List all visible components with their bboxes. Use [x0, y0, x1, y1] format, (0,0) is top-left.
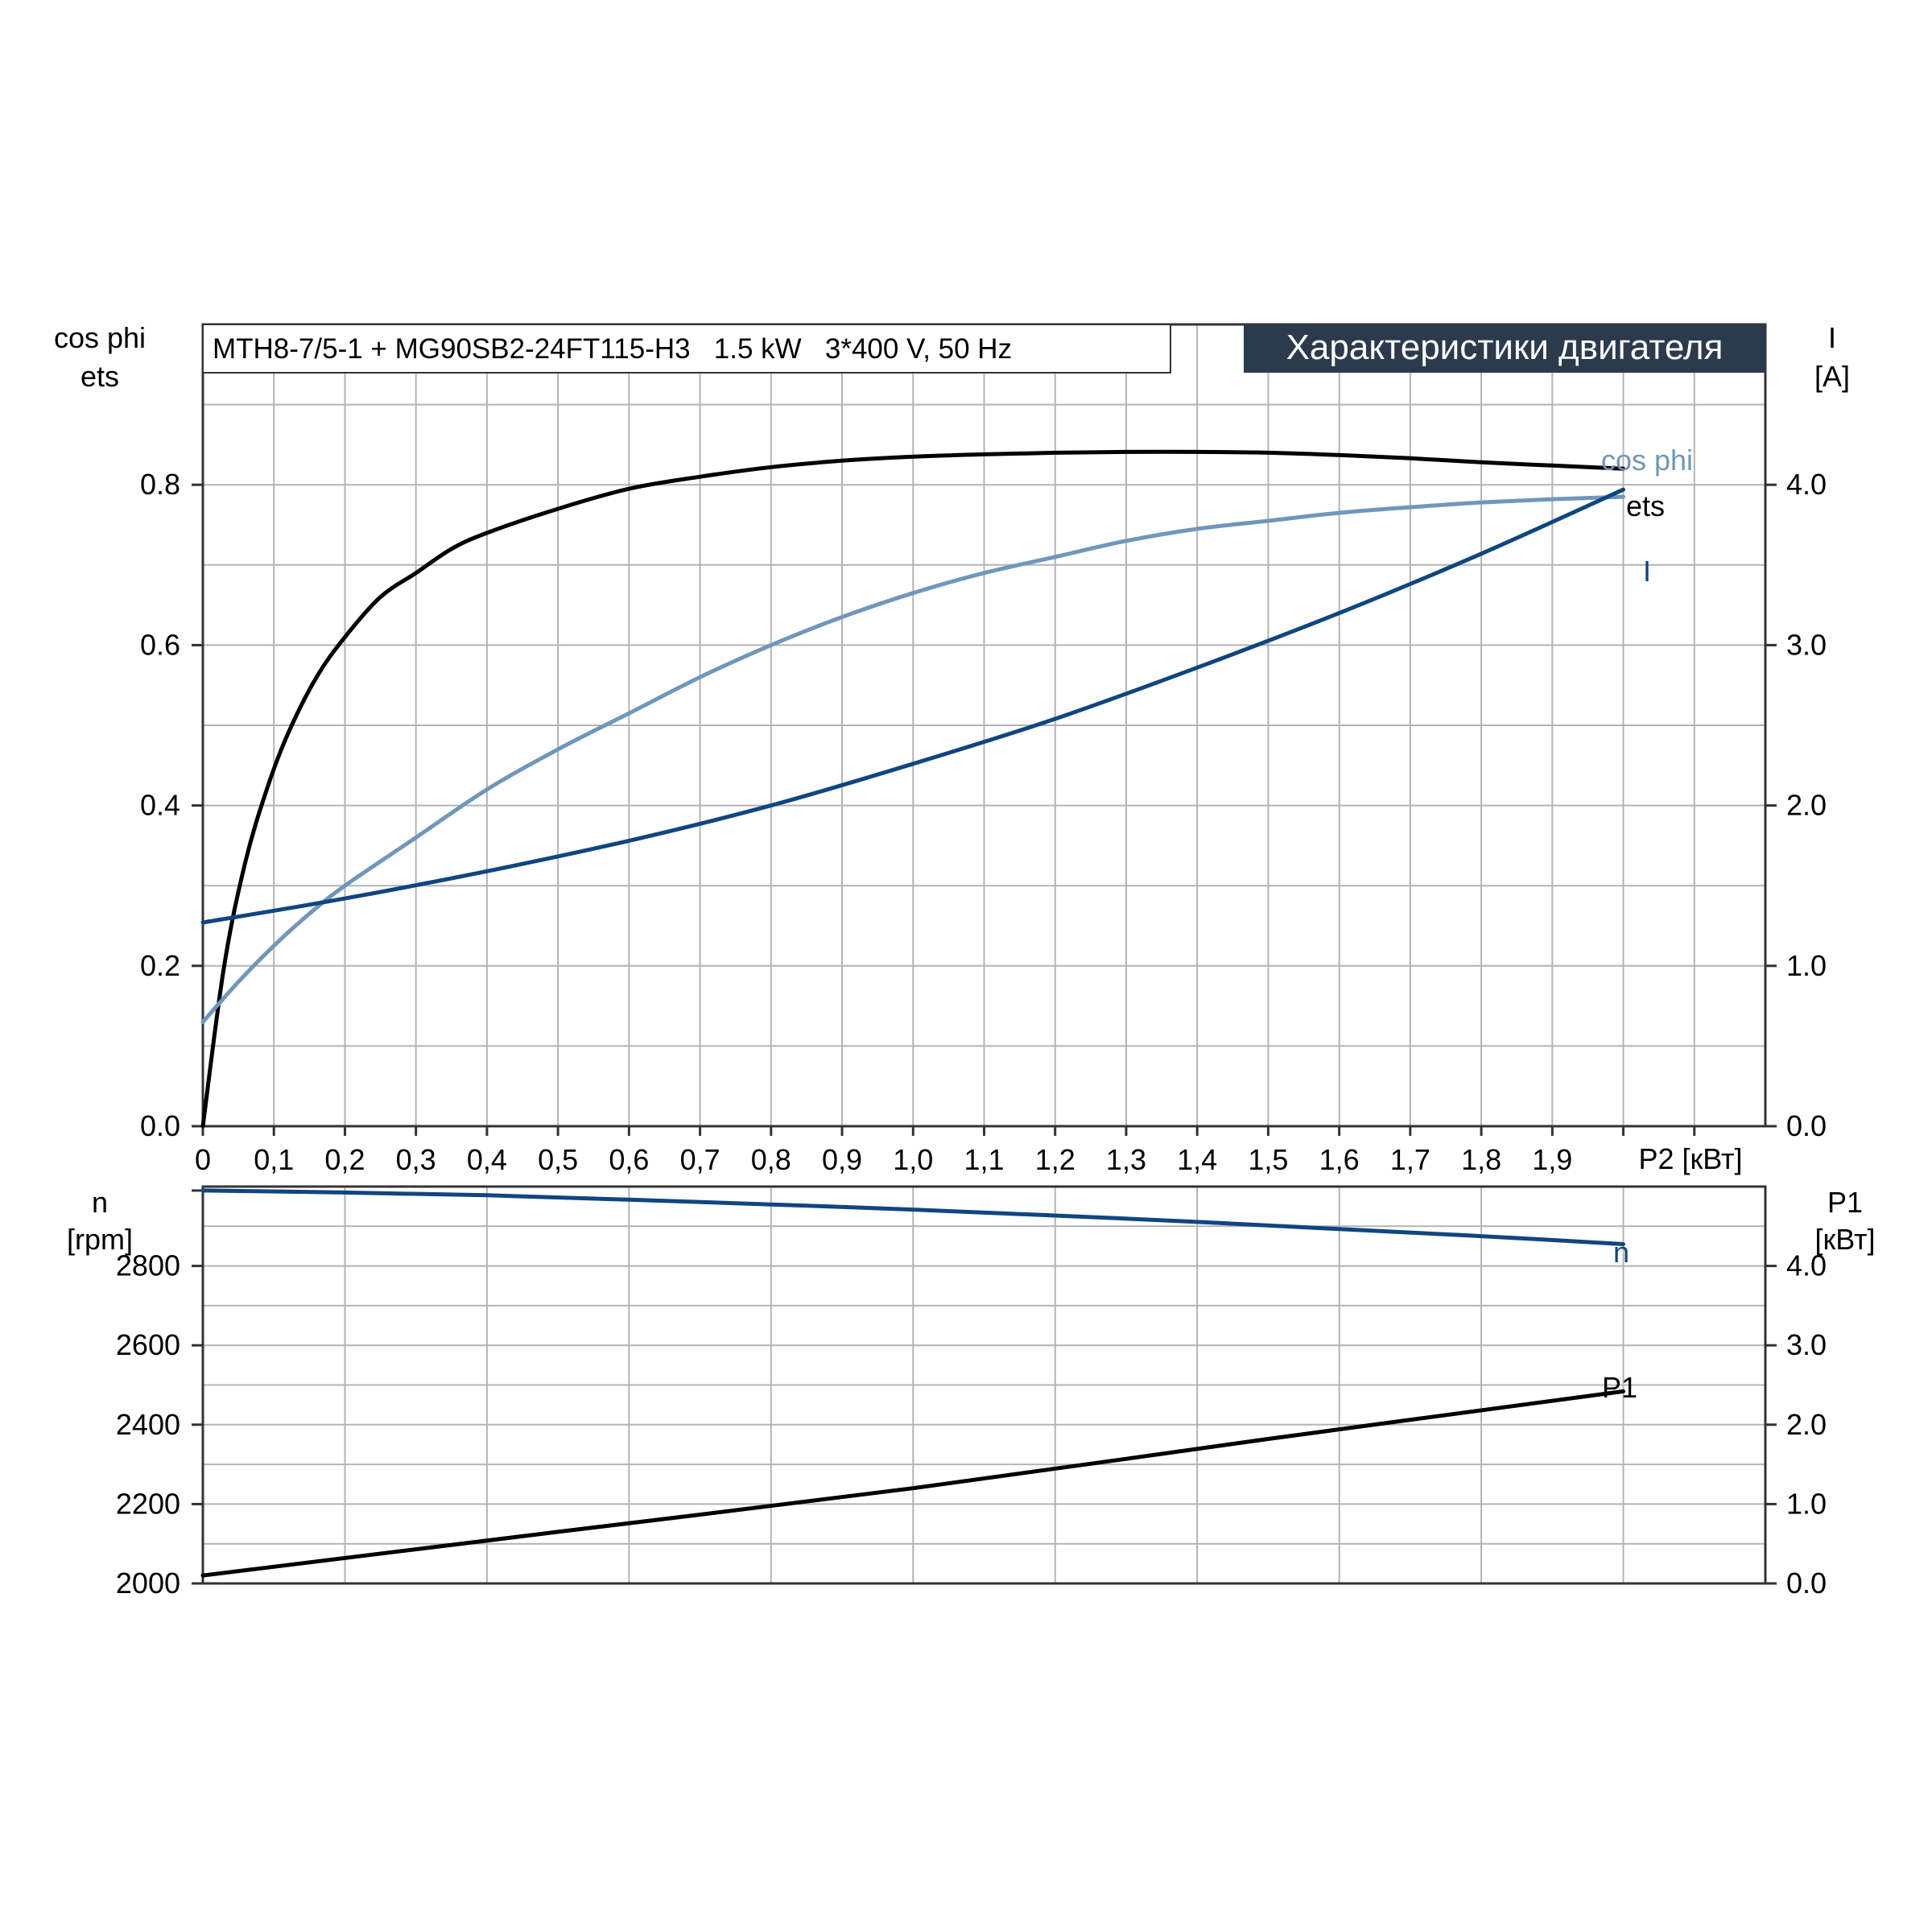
- x-tick-label: 0,9: [822, 1143, 862, 1176]
- series-label-cos-phi: cos phi: [1601, 444, 1693, 477]
- series-line-ets: [200, 449, 1625, 1129]
- bottom-left-axis-label-line1: n: [92, 1186, 108, 1219]
- bottom-plot-frame: [201, 1185, 1767, 1585]
- top-right-tick-label: 2.0: [1786, 789, 1827, 822]
- x-tick-label: 1,6: [1319, 1143, 1360, 1176]
- x-tick-label: 1,2: [1035, 1143, 1075, 1176]
- bottom-left-axis-label-line2: [rpm]: [67, 1223, 133, 1256]
- top-left-axis-label-line1: cos phi: [54, 321, 146, 354]
- x-tick-label: 1,4: [1177, 1143, 1217, 1176]
- x-tick-label: 1,9: [1532, 1143, 1572, 1176]
- bottom-left-tick-label: 2400: [116, 1408, 180, 1441]
- bottom-right-tick-label: 1.0: [1786, 1487, 1827, 1520]
- x-tick-label: 0,2: [324, 1143, 365, 1176]
- top-plot-grid: [203, 324, 1765, 1126]
- bottom-plot-grid: [203, 1187, 1765, 1583]
- series-label-n: n: [1613, 1236, 1629, 1269]
- x-tick-label: 0,6: [609, 1143, 649, 1176]
- top-left-axis-label-line2: ets: [80, 360, 119, 393]
- x-tick-label: 0,3: [396, 1143, 436, 1176]
- bottom-right-tick-label: 3.0: [1786, 1328, 1827, 1361]
- top-right-axis-label-line1: I: [1828, 321, 1836, 354]
- top-right-tick-label: 3.0: [1786, 628, 1827, 661]
- x-tick-label: 0,5: [538, 1143, 578, 1176]
- top-left-tick-label: 0.2: [140, 949, 180, 982]
- x-tick-label: 1,0: [893, 1143, 933, 1176]
- bottom-right-tick-label: 0.0: [1786, 1567, 1827, 1600]
- top-right-tick-label: 0.0: [1786, 1109, 1827, 1142]
- bottom-left-tick-label: 2200: [116, 1487, 180, 1520]
- x-tick-label: 0,4: [467, 1143, 507, 1176]
- model-info-box: [202, 324, 1171, 374]
- top-right-axis-label-line2: [A]: [1814, 360, 1850, 393]
- series-label-p1: P1: [1602, 1371, 1637, 1404]
- series-line-p1: [200, 1389, 1625, 1578]
- bottom-right-tick-label: 4.0: [1786, 1249, 1827, 1282]
- bottom-left-tick-label: 2000: [116, 1567, 180, 1600]
- top-left-tick-label: 0.0: [140, 1109, 180, 1142]
- top-left-tick-label: 0.4: [140, 789, 180, 822]
- bottom-right-tick-label: 2.0: [1786, 1408, 1827, 1441]
- bottom-right-axis-label-line1: P1: [1827, 1186, 1863, 1219]
- model-info-text: MTH8-7/5-1 + MG90SB2-24FT115-H3 1.5 kW 3…: [213, 333, 1012, 365]
- series-layer: [200, 449, 1625, 1578]
- x-tick-label: 1,7: [1390, 1143, 1430, 1176]
- series-line-n: [200, 1188, 1625, 1246]
- top-left-tick-label: 0.6: [140, 628, 180, 661]
- bottom-left-tick-label: 2800: [116, 1249, 180, 1282]
- top-right-tick-label: 1.0: [1786, 949, 1827, 982]
- top-right-tick-label: 4.0: [1786, 468, 1827, 501]
- x-tick-label: 0,8: [751, 1143, 791, 1176]
- chart-title: Характеристики двигателя: [1286, 328, 1724, 367]
- chart-title-box: [1244, 324, 1766, 373]
- series-label-i: I: [1643, 555, 1651, 588]
- x-tick-label: 0,7: [680, 1143, 720, 1176]
- x-tick-label: 1,1: [964, 1143, 1004, 1176]
- x-tick-label: 0,1: [254, 1143, 294, 1176]
- series-line-i: [200, 487, 1625, 925]
- x-tick-label: 1,5: [1248, 1143, 1288, 1176]
- bottom-right-axis-label-line2: [кВт]: [1814, 1223, 1875, 1256]
- bottom-left-tick-label: 2600: [116, 1328, 180, 1361]
- bottom-plot-ticks: 2000 2200 2400 2600 2800 0.0 1.0 2.0 3.0 4.0: [116, 1189, 1827, 1600]
- top-plot-ticks: 0.0 0.2 0.4 0.6 0.8 0.0 1.0 2.0 3.0 4.0 0 0,1 0,2 0,3…: [140, 468, 1827, 1176]
- series-label-ets: ets: [1626, 489, 1665, 522]
- top-left-tick-label: 0.8: [140, 468, 180, 501]
- x-tick-label: 1,8: [1461, 1143, 1501, 1176]
- x-tick-label: 1,3: [1106, 1143, 1146, 1176]
- x-axis-title: P2 [кВт]: [1638, 1142, 1742, 1175]
- x-tick-label: 0: [195, 1143, 211, 1176]
- series-line-cos-phi: [200, 494, 1625, 1024]
